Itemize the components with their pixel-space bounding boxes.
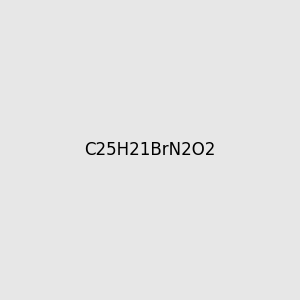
Text: C25H21BrN2O2: C25H21BrN2O2 [84, 141, 216, 159]
